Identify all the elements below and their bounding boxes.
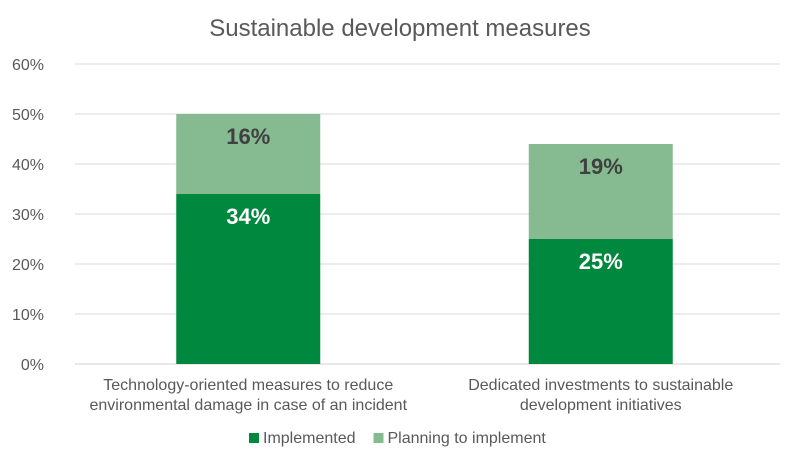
y-tick-label: 20% (12, 257, 44, 274)
data-label: 16% (226, 124, 270, 149)
y-tick-label: 0% (21, 357, 44, 374)
data-label: 34% (226, 204, 270, 229)
bar-segment-planning-to-implement (176, 114, 321, 194)
y-tick-label: 60% (12, 57, 44, 74)
x-category-label: development initiatives (520, 397, 682, 414)
data-label: 19% (579, 154, 623, 179)
y-tick-label: 40% (12, 157, 44, 174)
legend-label: Implemented (263, 430, 356, 447)
bar-segment-implemented (528, 239, 673, 364)
bar-segment-planning-to-implement (528, 144, 673, 239)
legend-label: Planning to implement (388, 430, 547, 447)
x-category-label: environmental damage in case of an incid… (89, 397, 407, 414)
x-category-label: Dedicated investments to sustainable (468, 377, 733, 394)
chart-title: Sustainable development measures (209, 15, 591, 42)
x-category-label: Technology-oriented measures to reduce (103, 377, 393, 394)
y-tick-label: 10% (12, 307, 44, 324)
legend-swatch (373, 433, 384, 443)
bar-segment-implemented (176, 194, 321, 364)
data-label: 25% (579, 249, 623, 274)
y-tick-label: 30% (12, 207, 44, 224)
legend-swatch (249, 433, 259, 443)
y-tick-label: 50% (12, 107, 44, 124)
